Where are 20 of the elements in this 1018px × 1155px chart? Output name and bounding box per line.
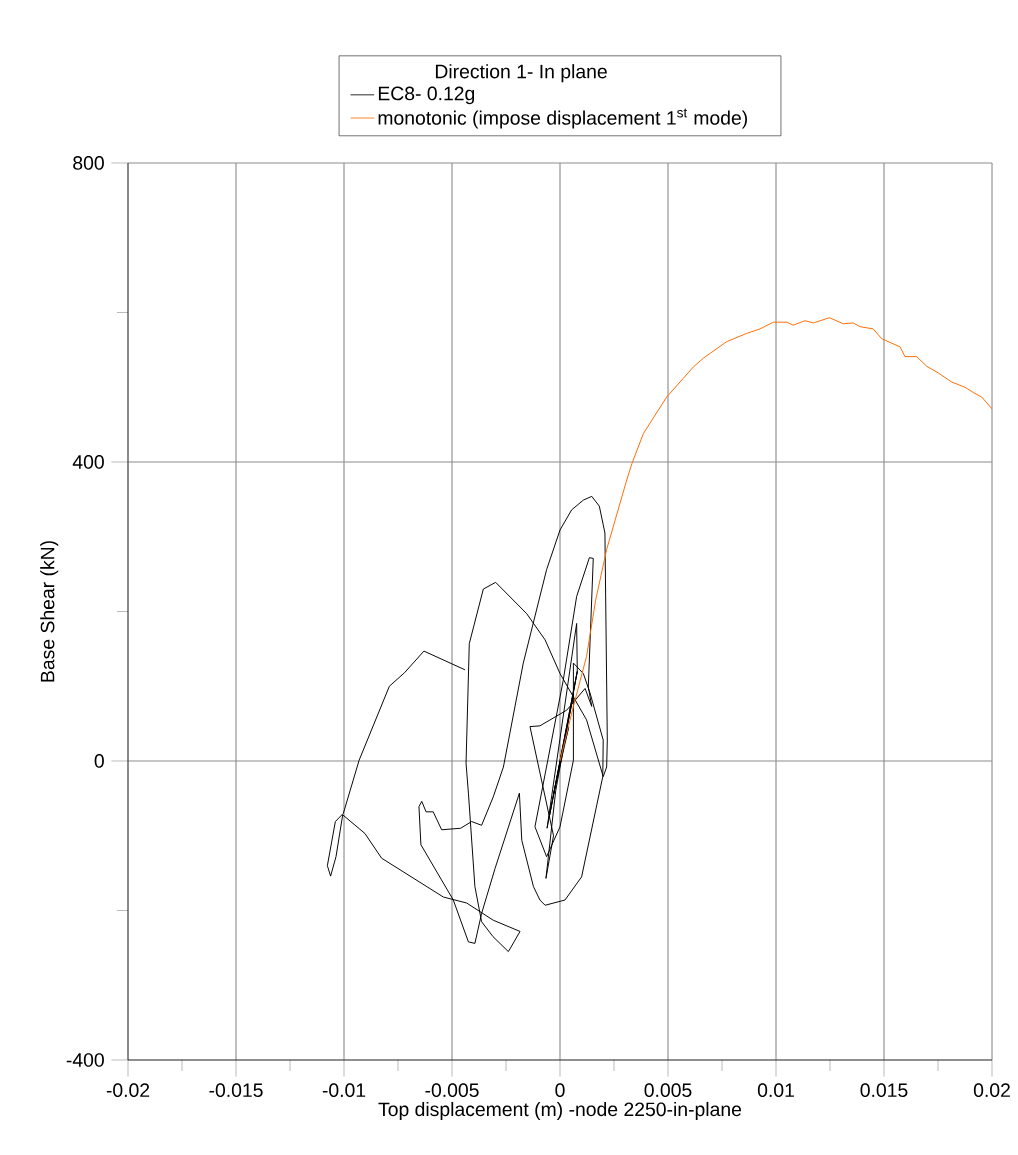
x-tick-label: -0.02 — [106, 1083, 150, 1098]
y-tick-label: 400 — [72, 455, 104, 469]
x-tick-label: 0 — [555, 1083, 565, 1098]
x-tick-label: -0.01 — [322, 1083, 366, 1098]
x-tick-label: 0.005 — [644, 1083, 692, 1098]
x-axis-title: Top displacement (m) -node 2250-in-plane — [378, 1101, 742, 1120]
x-tick-label: 0.015 — [860, 1083, 908, 1098]
x-tick-label: 0.02 — [973, 1083, 1010, 1098]
x-tick-label: -0.005 — [425, 1083, 479, 1098]
legend-label: EC8- 0.12g — [378, 86, 475, 105]
line-series — [326, 495, 608, 953]
x-tick-label: 0.01 — [757, 1083, 794, 1098]
y-tick-label: 800 — [73, 156, 104, 170]
legend-title: Direction 1- In plane — [435, 64, 607, 83]
legend-label: monotonic (impose displacement 1$^{st}$ mode) — [378, 108, 747, 129]
y-tick-label: 0 — [94, 754, 104, 768]
y-tick-label: -400 — [66, 1053, 104, 1067]
x-tick-label: -0.015 — [209, 1083, 263, 1098]
line-series — [559, 317, 993, 762]
y-axis-title: Base Shear (kN) — [40, 541, 59, 682]
